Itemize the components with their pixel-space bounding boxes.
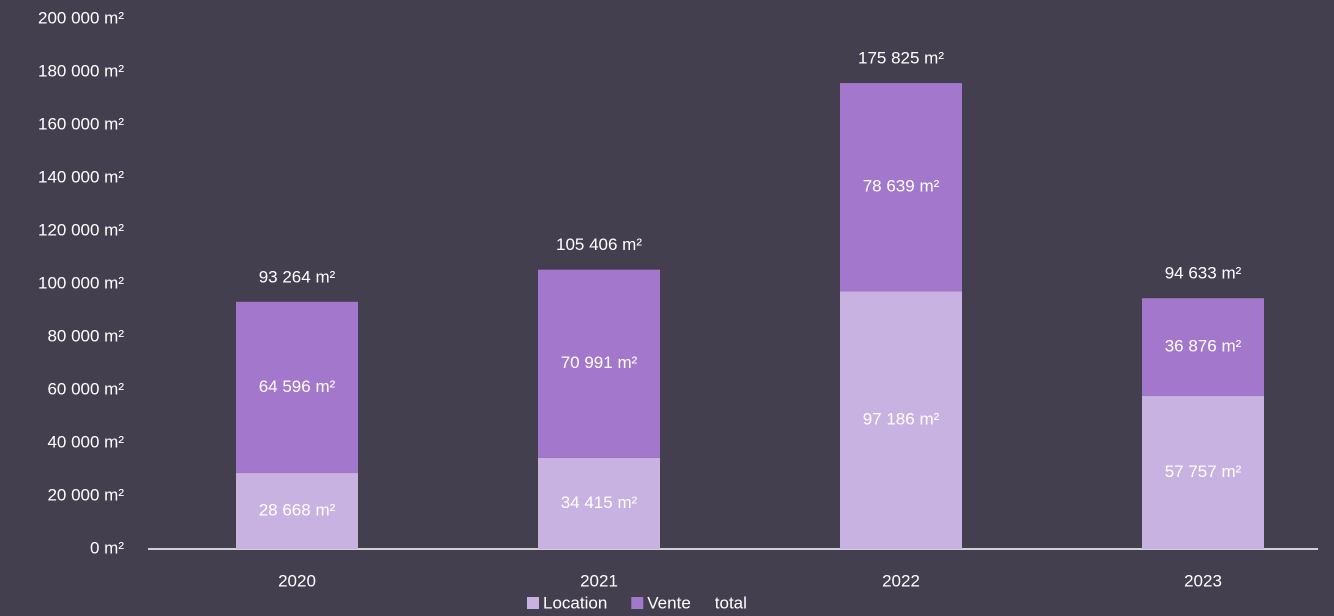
legend-swatch [631, 597, 644, 609]
bar-segment [236, 473, 358, 549]
data-label: 36 876 m² [1165, 337, 1242, 356]
y-tick-label: 120 000 m² [38, 220, 124, 239]
x-tick-label: 2020 [278, 571, 316, 590]
data-label: 78 639 m² [863, 177, 940, 196]
data-label: 28 668 m² [259, 500, 336, 519]
x-tick-label: 2022 [882, 571, 920, 590]
legend-label: Location [543, 593, 607, 612]
bar-segment [1142, 298, 1264, 396]
x-tick-label: 2023 [1184, 571, 1222, 590]
total-label: 93 264 m² [259, 267, 336, 286]
bar-segment [840, 291, 962, 549]
legend-swatch [527, 597, 539, 609]
total-label: 175 825 m² [858, 49, 944, 68]
y-tick-label: 20 000 m² [47, 485, 124, 504]
y-tick-label: 100 000 m² [38, 273, 124, 292]
data-label: 70 991 m² [561, 353, 638, 372]
legend-label: total [715, 593, 747, 612]
bar-segment [1142, 395, 1264, 549]
data-label: 97 186 m² [863, 410, 940, 429]
bar-segment [236, 301, 358, 474]
x-tick-label: 2021 [580, 571, 618, 590]
y-tick-label: 80 000 m² [47, 326, 124, 345]
bar-segment [538, 457, 660, 549]
legend-label: Vente [647, 593, 691, 612]
bar-segment [538, 269, 660, 458]
y-tick-label: 180 000 m² [38, 61, 124, 80]
data-label: 34 415 m² [561, 493, 638, 512]
total-label: 105 406 m² [556, 235, 642, 254]
total-label: 94 633 m² [1165, 264, 1242, 283]
y-tick-label: 0 m² [90, 538, 124, 557]
y-tick-label: 140 000 m² [38, 167, 124, 186]
y-tick-label: 160 000 m² [38, 114, 124, 133]
data-label: 57 757 m² [1165, 462, 1242, 481]
y-tick-label: 200 000 m² [38, 8, 124, 27]
bar-segment [840, 83, 962, 292]
y-tick-label: 60 000 m² [47, 379, 124, 398]
data-label: 64 596 m² [259, 377, 336, 396]
y-tick-label: 40 000 m² [47, 432, 124, 451]
